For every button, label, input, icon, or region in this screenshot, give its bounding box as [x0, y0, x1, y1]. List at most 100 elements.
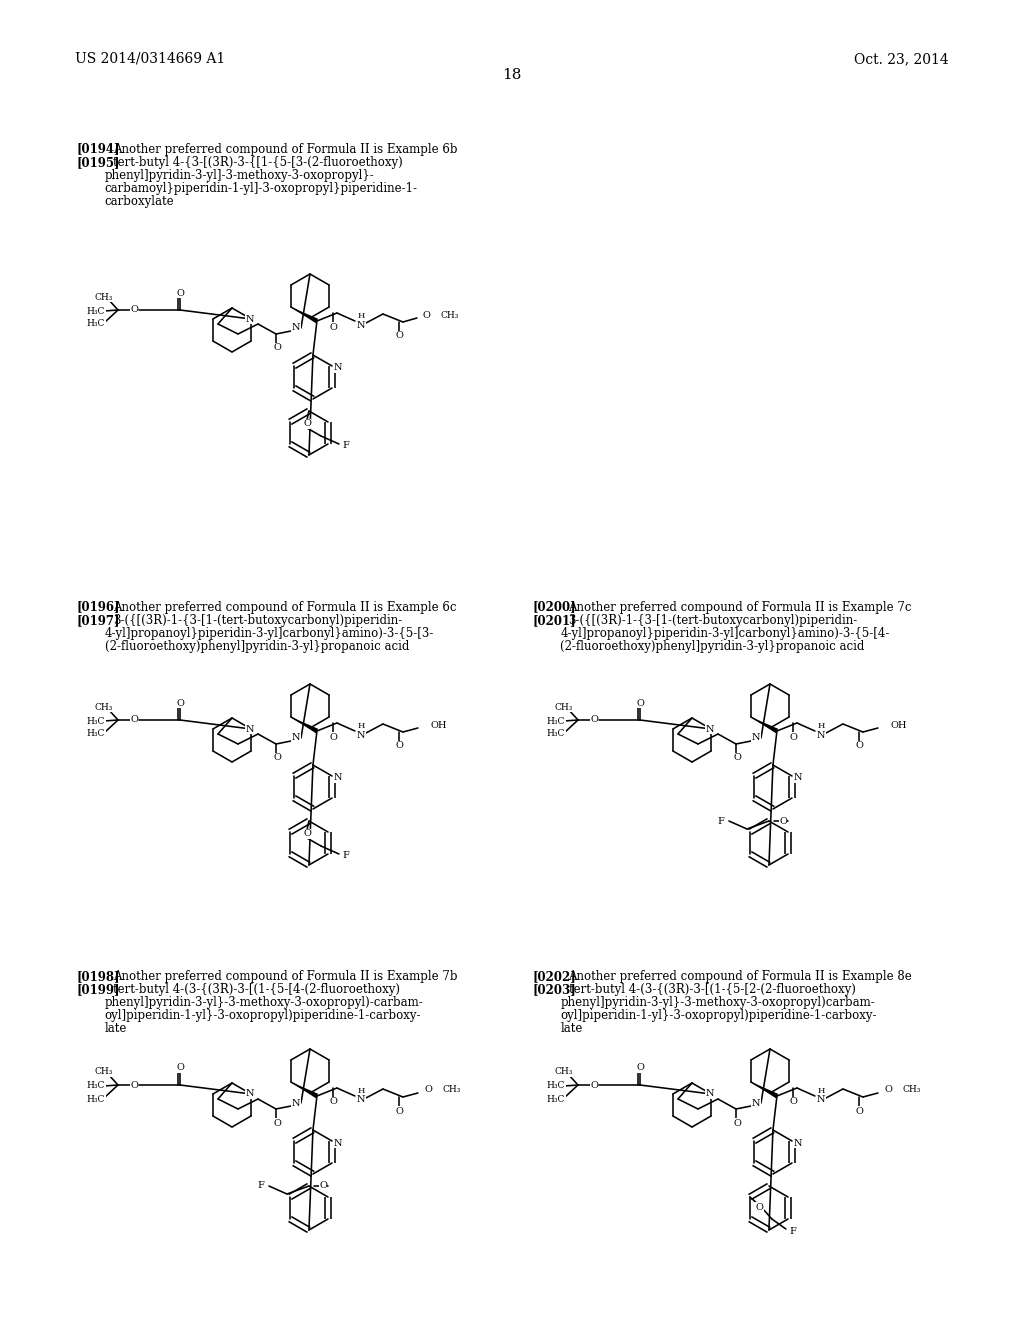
Text: O: O: [855, 742, 863, 751]
Text: N: N: [246, 314, 254, 323]
Text: N: N: [246, 1089, 254, 1098]
Text: [0200]: [0200]: [532, 601, 577, 614]
Text: phenyl]pyridin-3-yl}-3-methoxy-3-oxopropyl)carbam-: phenyl]pyridin-3-yl}-3-methoxy-3-oxoprop…: [560, 997, 876, 1010]
Text: carbamoyl}piperidin-1-yl]-3-oxopropyl}piperidine-1-: carbamoyl}piperidin-1-yl]-3-oxopropyl}pi…: [104, 182, 418, 194]
Text: [0199]: [0199]: [77, 983, 120, 997]
Text: H: H: [817, 722, 824, 730]
Text: O: O: [130, 305, 138, 314]
Text: H₃C: H₃C: [87, 1094, 105, 1104]
Text: H: H: [357, 1086, 365, 1096]
Text: N: N: [292, 1098, 300, 1107]
Text: 3-({[(3R)-1-{3-[1-(tert-butoxycarbonyl)piperidin-: 3-({[(3R)-1-{3-[1-(tert-butoxycarbonyl)p…: [568, 614, 858, 627]
Text: N: N: [794, 774, 802, 783]
Text: carboxylate: carboxylate: [104, 194, 174, 207]
Text: O: O: [790, 1097, 797, 1106]
Text: O: O: [636, 698, 644, 708]
Text: phenyl]pyridin-3-yl]-3-methoxy-3-oxopropyl}-: phenyl]pyridin-3-yl]-3-methoxy-3-oxoprop…: [104, 169, 375, 182]
Text: [0194]: [0194]: [77, 143, 120, 156]
Text: O: O: [303, 420, 311, 429]
Text: O: O: [176, 289, 184, 297]
Text: O: O: [273, 754, 281, 763]
Text: N: N: [334, 1138, 342, 1147]
Text: F: F: [342, 851, 349, 861]
Text: 4-yl]propanoyl}piperidin-3-yl]carbonyl}amino)-3-{5-[3-: 4-yl]propanoyl}piperidin-3-yl]carbonyl}a…: [104, 627, 434, 640]
Text: O: O: [779, 817, 786, 825]
Text: [0201]: [0201]: [532, 614, 577, 627]
Text: H₃C: H₃C: [87, 1081, 105, 1090]
Polygon shape: [291, 308, 318, 323]
Text: 18: 18: [503, 69, 521, 82]
Text: H₃C: H₃C: [547, 1081, 565, 1090]
Text: [0202]: [0202]: [532, 970, 577, 983]
Text: CH₃: CH₃: [441, 310, 460, 319]
Text: O: O: [319, 1181, 327, 1191]
Text: [0198]: [0198]: [77, 970, 120, 983]
Text: Another preferred compound of Formula II is Example 7c: Another preferred compound of Formula II…: [568, 601, 912, 614]
Text: O: O: [733, 754, 741, 763]
Text: O: O: [273, 343, 281, 352]
Text: late: late: [560, 1022, 583, 1035]
Text: O: O: [176, 698, 184, 708]
Text: CH₃: CH₃: [95, 293, 114, 301]
Text: H: H: [357, 312, 365, 319]
Text: O: O: [756, 1203, 764, 1212]
Text: O: O: [636, 1064, 644, 1072]
Text: tert-butyl 4-{3-[(3R)-3-{[1-{5-[3-(2-fluoroethoxy): tert-butyl 4-{3-[(3R)-3-{[1-{5-[3-(2-flu…: [113, 156, 402, 169]
Text: N: N: [334, 363, 342, 372]
Text: F: F: [718, 817, 724, 825]
Text: N: N: [752, 1098, 760, 1107]
Polygon shape: [291, 1082, 318, 1098]
Text: O: O: [273, 1118, 281, 1127]
Text: O: O: [590, 715, 598, 725]
Text: N: N: [246, 725, 254, 734]
Text: late: late: [104, 1022, 127, 1035]
Text: O: O: [590, 1081, 598, 1089]
Text: phenyl]pyridin-3-yl}-3-methoxy-3-oxopropyl)-carbam-: phenyl]pyridin-3-yl}-3-methoxy-3-oxoprop…: [104, 997, 424, 1010]
Text: oyl]piperidin-1-yl}-3-oxopropyl)piperidine-1-carboxy-: oyl]piperidin-1-yl}-3-oxopropyl)piperidi…: [104, 1010, 421, 1022]
Text: O: O: [422, 310, 430, 319]
Text: tert-butyl 4-(3-{(3R)-3-[(1-{5-[4-(2-fluoroethoxy): tert-butyl 4-(3-{(3R)-3-[(1-{5-[4-(2-flu…: [113, 983, 399, 997]
Text: OH: OH: [891, 721, 907, 730]
Text: H₃C: H₃C: [87, 319, 105, 329]
Text: Another preferred compound of Formula II is Example 8e: Another preferred compound of Formula II…: [568, 970, 912, 983]
Text: (2-fluoroethoxy)phenyl]pyridin-3-yl}propanoic acid: (2-fluoroethoxy)phenyl]pyridin-3-yl}prop…: [104, 640, 410, 652]
Text: Oct. 23, 2014: Oct. 23, 2014: [854, 51, 949, 66]
Text: N: N: [706, 725, 715, 734]
Text: N: N: [706, 1089, 715, 1098]
Text: O: O: [395, 1106, 402, 1115]
Text: N: N: [292, 734, 300, 742]
Text: O: O: [130, 1081, 138, 1089]
Text: US 2014/0314669 A1: US 2014/0314669 A1: [75, 51, 225, 66]
Text: [0203]: [0203]: [532, 983, 577, 997]
Text: CH₃: CH₃: [95, 702, 114, 711]
Text: N: N: [817, 730, 825, 739]
Text: H₃C: H₃C: [547, 1094, 565, 1104]
Text: OH: OH: [431, 721, 447, 730]
Text: O: O: [303, 829, 311, 838]
Text: F: F: [257, 1181, 264, 1191]
Text: 4-yl]propanoyl}piperidin-3-yl]carbonyl}amino)-3-{5-[4-: 4-yl]propanoyl}piperidin-3-yl]carbonyl}a…: [560, 627, 890, 640]
Text: CH₃: CH₃: [555, 1068, 573, 1077]
Text: Another preferred compound of Formula II is Example 6c: Another preferred compound of Formula II…: [113, 601, 457, 614]
Text: H₃C: H₃C: [87, 730, 105, 738]
Text: (2-fluoroethoxy)phenyl]pyridin-3-yl}propanoic acid: (2-fluoroethoxy)phenyl]pyridin-3-yl}prop…: [560, 640, 865, 652]
Text: N: N: [752, 734, 760, 742]
Text: CH₃: CH₃: [95, 1068, 114, 1077]
Text: H₃C: H₃C: [87, 306, 105, 315]
Text: O: O: [855, 1106, 863, 1115]
Text: [0195]: [0195]: [77, 156, 120, 169]
Text: O: O: [395, 742, 402, 751]
Text: H₃C: H₃C: [547, 730, 565, 738]
Text: F: F: [342, 441, 349, 450]
Text: O: O: [329, 1097, 337, 1106]
Text: CH₃: CH₃: [443, 1085, 462, 1094]
Text: N: N: [817, 1096, 825, 1105]
Text: O: O: [884, 1085, 892, 1094]
Text: CH₃: CH₃: [903, 1085, 922, 1094]
Polygon shape: [291, 717, 318, 733]
Polygon shape: [751, 717, 778, 733]
Text: tert-butyl 4-(3-{(3R)-3-[(1-{5-[2-(2-fluoroethoxy): tert-butyl 4-(3-{(3R)-3-[(1-{5-[2-(2-flu…: [568, 983, 855, 997]
Text: O: O: [176, 1064, 184, 1072]
Text: [0196]: [0196]: [77, 601, 120, 614]
Text: N: N: [292, 323, 300, 333]
